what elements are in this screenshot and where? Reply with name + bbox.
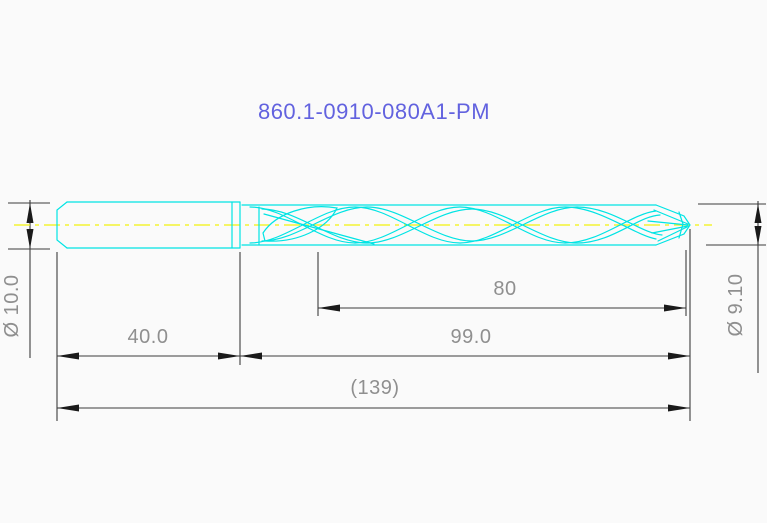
tool-geometry	[56, 201, 691, 249]
dim-point-diameter: Ø 9.10	[725, 273, 747, 337]
part-number-title: 860.1-0910-080A1-PM	[257, 99, 491, 124]
dim-body-length: 99.0	[450, 326, 492, 348]
flute-helix	[249, 206, 663, 244]
shank-outline	[56, 201, 241, 249]
dim-flute-length: 80	[493, 278, 517, 300]
flute-body	[241, 204, 663, 246]
dim-shank-diameter: Ø 10.0	[1, 274, 23, 338]
drill-point	[647, 204, 691, 246]
extension-lines	[8, 202, 766, 421]
dimension-arrowheads	[26, 203, 762, 412]
dim-shank-length: 40.0	[127, 326, 169, 348]
dim-overall-length: (139)	[350, 377, 400, 399]
dimension-lines	[29, 200, 759, 409]
